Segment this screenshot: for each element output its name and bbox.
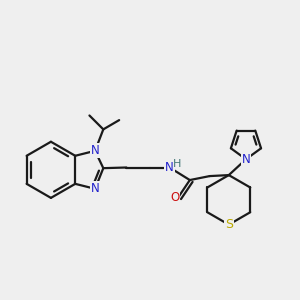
Text: N: N: [242, 153, 250, 166]
Text: N: N: [165, 161, 174, 174]
Text: S: S: [225, 218, 233, 231]
Text: N: N: [91, 182, 99, 195]
Text: O: O: [170, 191, 180, 204]
Text: H: H: [173, 158, 182, 169]
Text: N: N: [91, 144, 99, 157]
